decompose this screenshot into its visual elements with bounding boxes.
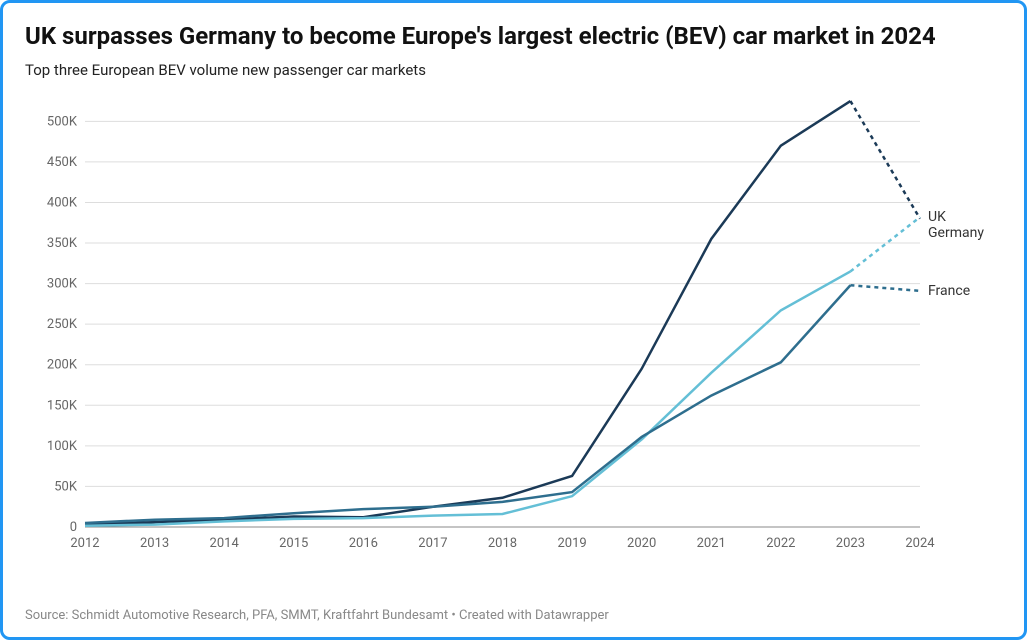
x-tick-label: 2013	[140, 536, 169, 551]
y-tick-label: 250K	[47, 317, 78, 332]
y-tick-label: 400K	[47, 195, 78, 210]
y-tick-label: 0	[70, 520, 77, 535]
series-line-france	[85, 285, 850, 523]
series-line-uk-projected	[850, 217, 920, 271]
series-label-france: France	[928, 283, 970, 299]
x-tick-label: 2014	[210, 536, 240, 551]
series-line-uk	[85, 271, 850, 525]
x-tick-label: 2016	[349, 536, 378, 551]
series-line-germany-projected	[850, 101, 920, 219]
x-tick-label: 2012	[70, 536, 99, 551]
x-tick-label: 2021	[697, 536, 726, 551]
y-tick-label: 300K	[47, 277, 78, 292]
chart-frame: UK surpasses Germany to become Europe's …	[0, 0, 1027, 640]
series-label-uk: UK	[928, 209, 946, 225]
y-tick-label: 150K	[47, 398, 78, 413]
chart-title: UK surpasses Germany to become Europe's …	[25, 21, 1002, 51]
line-chart-svg: 0 50K 100K 150K 200K 250K 300K 350K 400K 450K 500K…	[25, 87, 1000, 557]
x-tick-label: 2019	[557, 536, 586, 551]
y-tick-label: 500K	[47, 114, 78, 129]
series-label-germany: Germany	[928, 225, 984, 241]
x-tick-label: 2017	[418, 536, 447, 551]
x-tick-label: 2023	[836, 536, 865, 551]
y-tick-label: 450K	[47, 155, 78, 170]
chart-plot-area: 0 50K 100K 150K 200K 250K 300K 350K 400K 450K 500K…	[25, 87, 1002, 602]
x-tick-label: 2024	[905, 536, 935, 551]
x-tick-label: 2015	[279, 536, 308, 551]
series-line-france-projected	[850, 285, 920, 291]
series-line-germany	[85, 101, 850, 525]
chart-source: Source: Schmidt Automotive Research, PFA…	[25, 608, 1002, 623]
y-tick-label: 350K	[47, 236, 78, 251]
y-tick-label: 200K	[47, 358, 78, 373]
x-tick-label: 2020	[627, 536, 656, 551]
y-tick-label: 50K	[54, 479, 78, 494]
x-tick-label: 2022	[766, 536, 795, 551]
y-tick-label: 100K	[47, 439, 78, 454]
x-tick-label: 2018	[488, 536, 517, 551]
chart-subtitle: Top three European BEV volume new passen…	[25, 61, 1002, 79]
